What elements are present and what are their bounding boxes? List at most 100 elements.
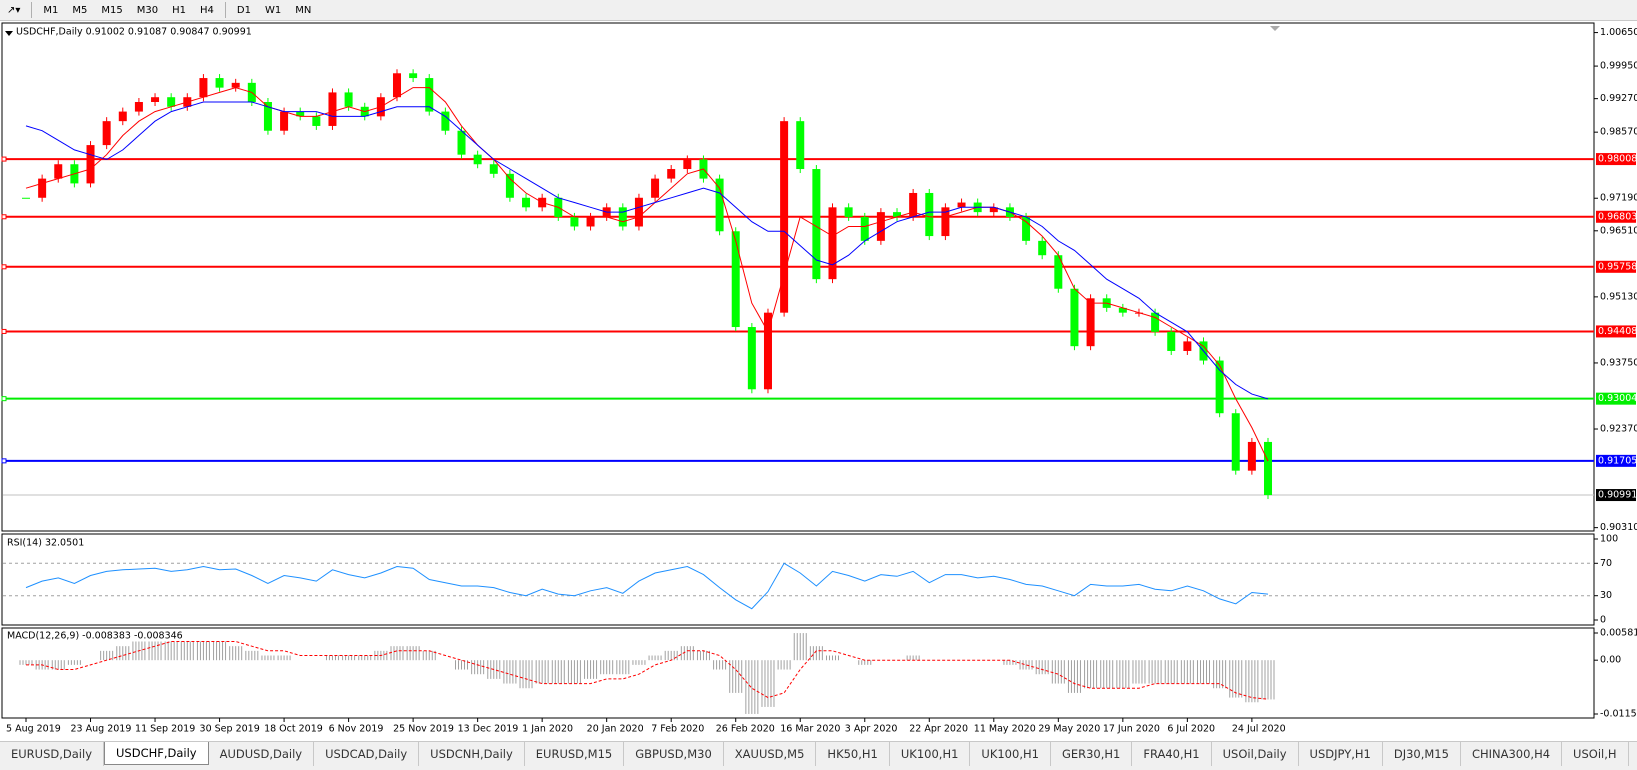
period-button[interactable]: M1 [43,4,59,16]
y-tick-label: 0.93750 [1600,357,1637,368]
chart-tab[interactable]: FRA40,H1 [1132,742,1212,766]
candle [489,164,498,174]
candle [425,78,434,112]
chart-tab[interactable]: USOil,H [1562,742,1629,766]
period-button[interactable]: M5 [72,4,88,16]
candle [683,159,692,170]
level-anchor [1,396,7,402]
candle [1231,413,1240,471]
candle [651,178,660,198]
level-label-box [1596,454,1636,467]
chart-tab[interactable]: UK100,H1 [970,742,1051,766]
candle [167,97,176,107]
signal-line [26,641,1269,700]
level-label: 0.91705 [1598,455,1637,466]
x-tick-label: 3 Apr 2020 [845,724,898,735]
candle [941,207,950,237]
candle [731,231,740,328]
x-tick-label: 22 Apr 2020 [909,724,968,735]
chart-tab[interactable]: GER30,H1 [1051,742,1133,766]
candle [1151,312,1160,332]
collapse-arrow[interactable] [5,31,13,36]
period-button[interactable]: H1 [172,4,187,16]
candle [473,154,482,165]
candle [780,121,789,313]
period-button[interactable]: M15 [101,4,123,16]
chart-tab[interactable]: XAUUSD,M5 [724,742,817,766]
chart-tab[interactable]: USDCHF,Daily [104,742,209,765]
moving-average [25,101,1269,400]
chart-tab[interactable]: USDCAD,Daily [314,742,420,766]
candle [796,121,805,170]
candle [263,102,272,131]
chart-tab[interactable]: USDJPY,H1 [1299,742,1383,766]
y-tick-label: 0.92370 [1600,424,1637,435]
chart-tab[interactable]: DJ30,M15 [1383,742,1461,766]
y-tick-label: 0.95130 [1600,291,1637,302]
candle [893,212,902,217]
candle [1264,441,1273,496]
level-label-box [1596,489,1636,502]
candle [618,207,627,227]
period-button[interactable]: D1 [236,4,251,16]
period-button[interactable]: M30 [136,4,159,16]
chart-tab[interactable]: USOil,Daily [1212,742,1299,766]
tool-icon[interactable]: ↗▾ [7,4,21,16]
chart-tab[interactable]: AUDUSD,Daily [209,742,315,766]
level-label-box [1596,210,1636,223]
chart-tab[interactable]: HK50,H1 [816,742,890,766]
y-tick-label: 0.96510 [1600,225,1637,236]
x-tick-label: 6 Jul 2020 [1167,724,1215,735]
chart-tab[interactable]: EURUSD,Daily [0,742,104,766]
candle [231,82,240,88]
candle [134,102,143,112]
candle [570,216,579,227]
y-tick-label: 0.99270 [1600,93,1637,104]
chart-title: USDCHF,Daily 0.91002 0.91087 0.90847 0.9… [16,27,252,38]
level-label: 0.94408 [1598,326,1637,337]
candle [634,197,643,227]
y-tick-label: 100 [1600,534,1618,545]
candle [747,327,756,390]
level-anchor [1,328,7,334]
x-tick-label: 5 Aug 2019 [6,724,61,735]
candle [1215,360,1224,414]
x-tick-label: 26 Feb 2020 [716,724,775,735]
chart-tab[interactable]: USDCNH,Daily [419,742,525,766]
period-button[interactable]: H4 [200,4,214,16]
candle [860,216,869,241]
candle [118,111,127,122]
candle [1167,331,1176,351]
candle [876,212,885,241]
pane-title: MACD(12,26,9) -0.008383 -0.008346 [7,631,183,642]
x-tick-label: 11 May 2020 [974,724,1036,735]
candle [1022,216,1031,241]
chart-tab[interactable]: CHINA300,H4 [1461,742,1563,766]
toolbar: ↗▾ M1 M5 M15 M30 H1 H4 D1 W1 MN [0,0,1637,21]
chart-tab[interactable]: UK100,H1 [890,742,971,766]
y-tick-label: 0.00 [1600,655,1621,666]
chart-tab[interactable]: EURUSD,M15 [525,742,625,766]
level-anchor [1,214,7,220]
candle [199,78,208,98]
level-label: 0.93004 [1598,393,1637,404]
y-tick-label: 0.97190 [1600,193,1637,204]
x-tick-label: 24 Jul 2020 [1232,724,1286,735]
candle [715,178,724,232]
x-tick-label: 16 Mar 2020 [780,724,840,735]
x-tick-label: 17 Jun 2020 [1103,724,1160,735]
chart-tab[interactable]: GBPUSD,M30 [624,742,724,766]
candle [392,73,401,98]
candle [457,130,466,155]
y-tick-label: 0.99950 [1600,61,1637,72]
period-button[interactable]: MN [295,4,312,16]
candle [1086,298,1095,347]
x-tick-label: 25 Nov 2019 [393,724,454,735]
level-label: 0.95758 [1598,261,1637,272]
level-label-box [1596,325,1636,338]
candle [409,73,418,79]
period-button[interactable]: W1 [264,4,282,16]
candle [957,202,966,208]
